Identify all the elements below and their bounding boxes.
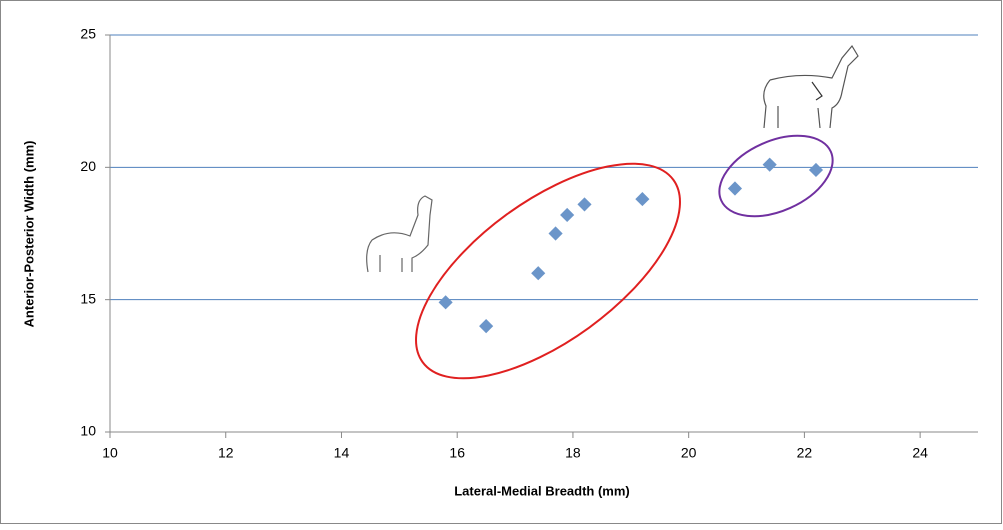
x-tick-label: 10 <box>102 445 118 461</box>
chart-frame <box>1 1 1002 524</box>
x-tick-label: 22 <box>797 445 813 461</box>
y-tick-label: 25 <box>80 26 96 42</box>
x-tick-label: 24 <box>912 445 928 461</box>
y-axis-title: Anterior-Posterior Width (mm) <box>21 141 36 328</box>
y-tick-label: 15 <box>80 290 96 306</box>
y-tick-label: 10 <box>80 423 96 439</box>
x-tick-label: 12 <box>218 445 234 461</box>
x-tick-label: 16 <box>449 445 465 461</box>
chart: Lateral-Medial Breadth (mm) Anterior-Pos… <box>0 0 1003 525</box>
x-tick-label: 20 <box>681 445 697 461</box>
y-tick-label: 20 <box>80 158 96 174</box>
x-axis-title: Lateral-Medial Breadth (mm) <box>454 483 630 498</box>
x-tick-label: 14 <box>334 445 350 461</box>
x-tick-label: 18 <box>565 445 581 461</box>
